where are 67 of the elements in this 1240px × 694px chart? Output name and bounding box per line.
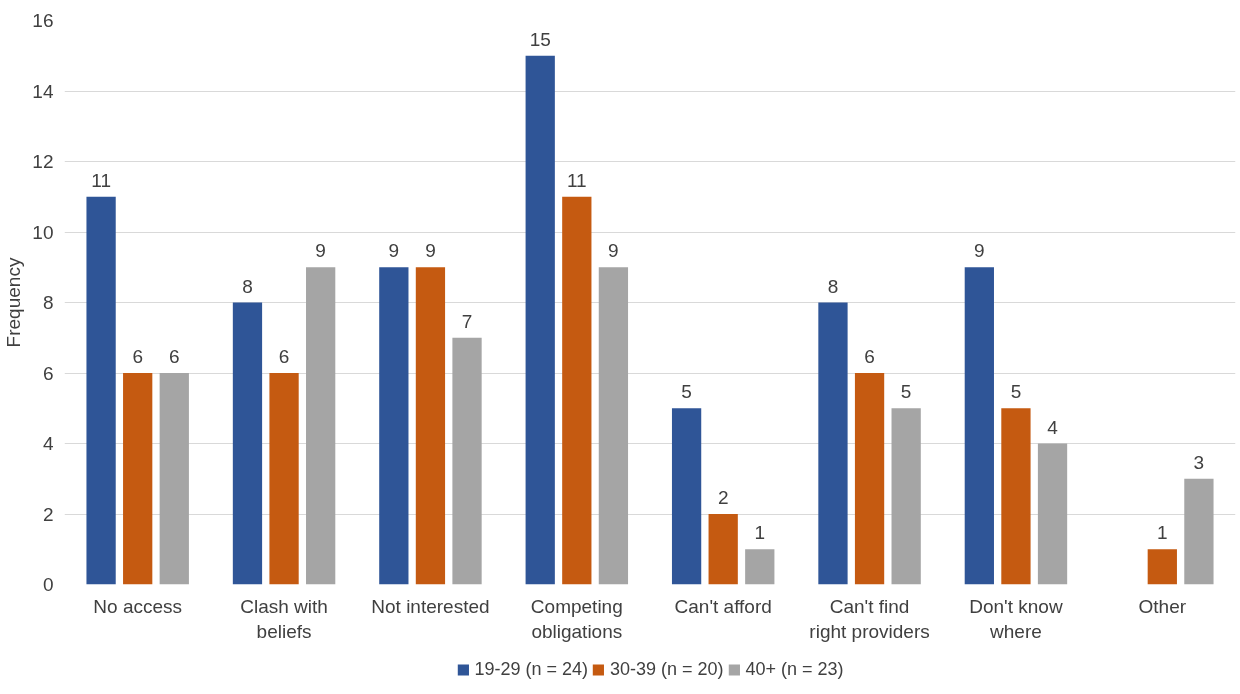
bar: [1037, 443, 1068, 585]
x-tick-label: Can't find right providers: [809, 595, 930, 642]
bar: [708, 514, 738, 585]
data-label: 9: [425, 240, 436, 262]
bar: [452, 337, 482, 585]
data-label: 1: [754, 522, 766, 544]
data-label: 6: [278, 346, 290, 367]
bar: [854, 373, 885, 585]
x-tick-label: Clash with beliefs: [240, 595, 328, 642]
data-label: 2: [717, 487, 729, 508]
bar: [818, 302, 848, 585]
y-tick-label: 6: [42, 362, 54, 384]
bar: [415, 267, 446, 585]
bar: [1147, 549, 1177, 585]
bar: [159, 373, 189, 585]
data-label: 6: [169, 346, 180, 367]
y-tick-label: 14: [32, 80, 54, 102]
data-label: 9: [608, 240, 619, 262]
x-tick-label: No access: [93, 595, 183, 617]
y-tick-label: 4: [42, 433, 54, 454]
bar: [123, 373, 153, 585]
data-label: 9: [315, 240, 326, 262]
legend-label: 40+ (n = 23): [745, 658, 844, 680]
x-tick-label: Can't afford: [674, 595, 772, 617]
bar: [86, 196, 116, 585]
bar: [964, 267, 994, 585]
data-label: 11: [566, 169, 587, 191]
data-label: 5: [1010, 381, 1022, 403]
bar: [671, 408, 702, 585]
data-label: 9: [974, 240, 985, 262]
data-label: 3: [1193, 451, 1205, 473]
bar: [562, 196, 592, 585]
data-label: 1: [1157, 522, 1168, 544]
data-label: 11: [91, 169, 111, 191]
data-label: 9: [388, 240, 400, 262]
x-tick-label: Competing obligations: [530, 595, 623, 642]
data-label: 15: [529, 28, 551, 50]
y-tick-label: 16: [32, 10, 54, 31]
data-label: 6: [864, 346, 875, 367]
bar: [306, 267, 336, 585]
y-tick-label: 12: [32, 151, 54, 172]
data-label: 5: [900, 381, 912, 403]
bar: [379, 267, 409, 585]
y-tick-label: 2: [42, 503, 54, 525]
x-tick-label: Other: [1138, 595, 1187, 617]
x-tick-label: Don't know where: [969, 595, 1063, 642]
bar: [269, 373, 299, 585]
bar: [598, 267, 629, 585]
bar: [745, 549, 775, 585]
data-label: 4: [1047, 416, 1059, 438]
data-label: 8: [242, 275, 253, 297]
y-tick-label: 8: [42, 292, 54, 313]
legend-label: 30-39 (n = 20): [609, 658, 724, 680]
bar: [1184, 478, 1214, 585]
legend-label: 19-29 (n = 24): [474, 658, 588, 680]
data-label: 5: [681, 381, 692, 403]
bar: [525, 55, 555, 585]
y-tick-label: 0: [42, 574, 54, 595]
data-label: 6: [132, 346, 143, 367]
y-tick-label: 10: [32, 221, 54, 243]
y-axis-title: Frequency: [3, 257, 25, 348]
data-label: 8: [827, 275, 839, 297]
bar: [891, 408, 921, 585]
x-tick-label: Not interested: [371, 595, 490, 617]
bar: [1001, 408, 1031, 585]
data-label: 7: [461, 310, 473, 332]
bar: [232, 302, 263, 585]
